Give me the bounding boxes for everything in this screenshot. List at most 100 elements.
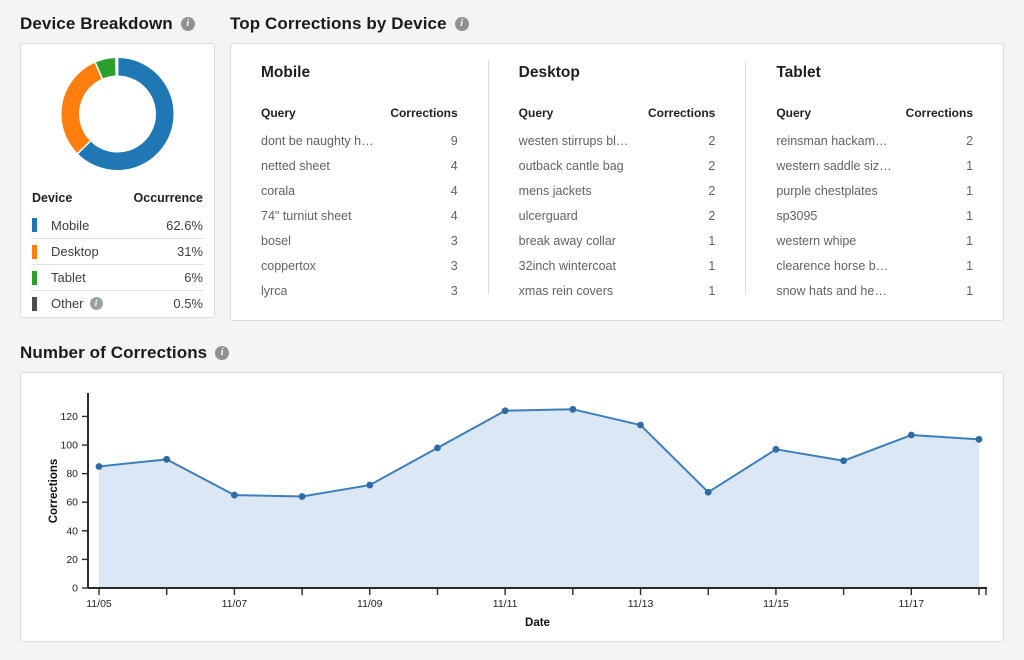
occurrence-column-header: Occurrence	[133, 191, 203, 205]
device-table-row-other: Other i 0.5%	[31, 290, 204, 316]
device-label: Mobile	[32, 218, 89, 233]
query-row: purple chestplates 1	[776, 178, 973, 203]
query-row: reinsman hackam… 2	[776, 128, 973, 153]
query-text: lyrca	[261, 283, 288, 298]
device-breakdown-title: Device Breakdown i	[20, 14, 215, 34]
chart-point-11/11[interactable]: 11/11: 124	[501, 407, 509, 415]
corrections-column-tablet: Tablet Query Corrections reinsman hackam… 2 w…	[746, 58, 1003, 306]
corrections-chart-title-text: Number of Corrections	[20, 343, 208, 362]
x-tick-label: 11/13	[628, 598, 654, 610]
device-table-row-desktop: Desktop 31%	[31, 238, 204, 264]
device-table-row-mobile: Mobile 62.6%	[31, 212, 204, 238]
query-row: lyrca 3	[261, 278, 458, 303]
chart-point-11/13[interactable]: 11/13: 114	[637, 421, 644, 429]
chart-point-11/12[interactable]: 11/12: 125	[569, 405, 577, 413]
donut-slice-separator	[76, 140, 92, 155]
query-row: snow hats and he… 1	[776, 278, 973, 303]
query-column-header: Query	[261, 106, 296, 120]
corrections-count: 3	[450, 233, 458, 248]
device-color-swatch	[32, 244, 37, 259]
chart-point-11/08[interactable]: 11/08: 64	[298, 493, 306, 500]
corrections-count: 1	[966, 233, 974, 248]
donut-slice-mobile[interactable]	[77, 58, 174, 170]
column-table-header: Query Corrections	[776, 106, 973, 120]
corrections-count: 4	[450, 208, 458, 223]
device-occurrence-value: 31%	[176, 244, 203, 259]
chart-point-11/15[interactable]: 11/15: 97	[772, 445, 780, 453]
top-corrections-panel: Mobile Query Corrections dont be naughty h……	[230, 43, 1004, 321]
corrections-count: 1	[966, 208, 974, 223]
column-table-header: Query Corrections	[519, 106, 716, 120]
y-tick-label: 120	[60, 411, 78, 423]
query-row: ulcerguard 2	[519, 203, 716, 228]
query-text: clearence horse b…	[776, 258, 889, 273]
query-row: bosel 3	[261, 228, 458, 253]
chart-point-11/07[interactable]: 11/07: 65	[230, 491, 238, 499]
device-name: Desktop	[51, 244, 99, 259]
corrections-chart-panel: 0 20 40 60 80 100 120 11/05 11/07 11/09 11/11 11/13…	[20, 372, 1004, 642]
device-name: Other	[51, 296, 84, 311]
chart-point-11/18[interactable]: 11/18: 104	[975, 435, 983, 443]
top-row: Device Breakdown i Device Occurrence Mob…	[20, 12, 1004, 321]
query-row: coppertox 3	[261, 253, 458, 278]
chart-point-11/05[interactable]: 11/05: 85	[95, 463, 103, 470]
trend-line	[98, 408, 980, 498]
device-breakdown-panel: Device Occurrence Mobile 62.6% Desktop 31% T…	[20, 43, 215, 318]
corrections-column-header: Corrections	[905, 106, 974, 120]
y-tick-label: 100	[60, 440, 78, 452]
y-tick-label: 80	[66, 468, 78, 480]
query-text: westen stirrups bl…	[518, 133, 629, 148]
query-text: dont be naughty h…	[261, 133, 374, 148]
chart-point-11/10[interactable]: 11/10: 98	[434, 444, 441, 452]
info-icon[interactable]: i	[180, 17, 195, 31]
query-row: 32inch wintercoat 1	[519, 253, 716, 278]
query-row: mens jackets 2	[519, 178, 716, 203]
donut-slice-desktop[interactable]	[61, 62, 103, 154]
query-text: snow hats and he…	[776, 283, 887, 298]
chart-point-11/16[interactable]: 11/16: 89	[840, 457, 848, 465]
corrections-column-header: Corrections	[647, 106, 716, 120]
x-axis-title: Date	[525, 617, 550, 629]
corrections-line-chart-svg[interactable]: 0 20 40 60 80 100 120 11/05 11/07 11/09 11/11 11/13…	[21, 373, 1003, 641]
query-row: westen stirrups bl… 2	[519, 128, 716, 153]
x-tick-label: 11/11	[493, 598, 518, 610]
column-table-header: Query Corrections	[261, 106, 458, 120]
device-label: Desktop	[32, 244, 99, 259]
top-corrections-title: Top Corrections by Device i	[230, 14, 1004, 34]
column-device-heading: Tablet	[776, 64, 821, 81]
corrections-column-desktop: Desktop Query Corrections westen stirrups b…	[489, 58, 746, 306]
y-tick-label: 0	[72, 583, 78, 595]
corrections-count: 2	[708, 183, 716, 198]
info-icon[interactable]: i	[454, 17, 469, 31]
corrections-chart-title: Number of Corrections i	[20, 343, 1004, 363]
corrections-count: 2	[708, 208, 716, 223]
x-tick-label: 11/05	[86, 598, 112, 610]
corrections-count: 4	[450, 183, 458, 198]
corrections-count: 9	[450, 133, 458, 148]
chart-point-11/09[interactable]: 11/09: 72	[366, 481, 374, 489]
chart-point-11/17[interactable]: 11/17: 107	[907, 431, 915, 439]
device-table-header: Device Occurrence	[31, 186, 204, 212]
info-icon[interactable]: i	[89, 297, 103, 310]
chart-point-11/06[interactable]: 11/06: 90	[163, 455, 171, 463]
device-donut-chart[interactable]	[31, 50, 204, 182]
corrections-count: 1	[708, 258, 716, 273]
query-row: western whipe 1	[776, 228, 973, 253]
corrections-column-mobile: Mobile Query Corrections dont be naughty h……	[231, 58, 488, 306]
info-icon[interactable]: i	[215, 346, 230, 360]
query-text: xmas rein covers	[518, 283, 614, 298]
query-text: netted sheet	[261, 158, 330, 173]
chart-point-11/14[interactable]: 11/14: 67	[704, 488, 712, 496]
query-text: coppertox	[261, 258, 316, 273]
corrections-count: 1	[966, 183, 974, 198]
query-text: ulcerguard	[518, 208, 578, 223]
device-occurrence-value: 6%	[184, 270, 203, 285]
device-breakdown-title-text: Device Breakdown	[20, 14, 173, 33]
device-column-header: Device	[32, 191, 73, 205]
donut-slice-separator	[94, 61, 104, 80]
device-color-swatch	[32, 296, 37, 311]
donut-chart-svg[interactable]	[31, 50, 204, 182]
query-text: corala	[261, 183, 296, 198]
corrections-count: 1	[708, 233, 716, 248]
